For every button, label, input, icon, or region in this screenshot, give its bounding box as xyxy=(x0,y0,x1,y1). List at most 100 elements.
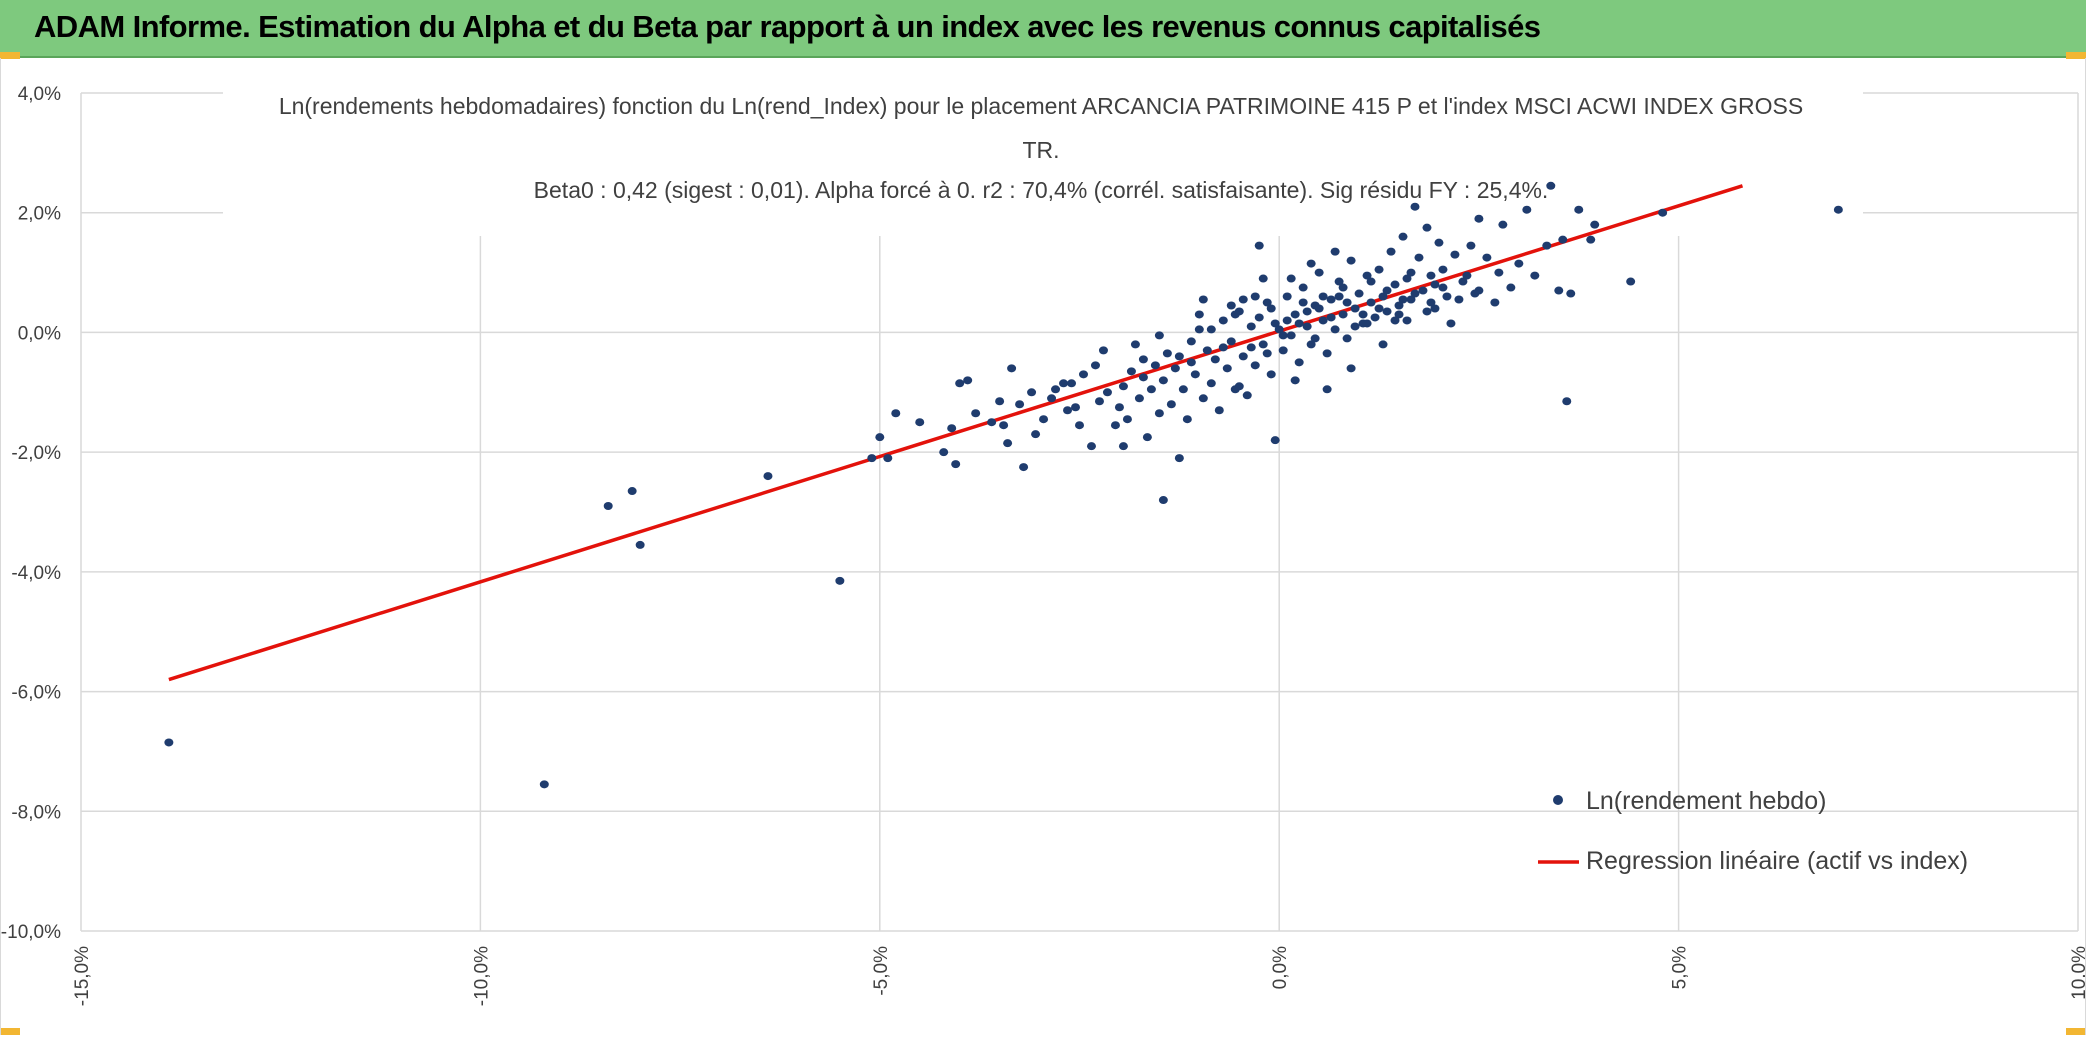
data-point xyxy=(1162,349,1172,358)
data-point xyxy=(1294,358,1304,367)
data-point xyxy=(1314,268,1324,277)
data-point xyxy=(1410,202,1420,211)
data-point xyxy=(1446,319,1456,328)
data-point xyxy=(1218,316,1228,325)
data-point xyxy=(1298,298,1308,307)
data-point xyxy=(1226,337,1236,346)
data-point xyxy=(1234,382,1244,391)
data-point xyxy=(1330,247,1340,256)
data-point xyxy=(627,487,637,496)
data-point xyxy=(999,421,1009,430)
data-point xyxy=(1426,298,1436,307)
data-point xyxy=(1019,463,1029,472)
data-point xyxy=(1134,394,1144,403)
data-point xyxy=(1122,415,1132,424)
data-point xyxy=(1378,292,1388,301)
data-point xyxy=(1178,385,1188,394)
data-point xyxy=(1382,286,1392,295)
data-point xyxy=(1150,361,1160,370)
data-point xyxy=(1374,304,1384,313)
data-point xyxy=(1342,334,1352,343)
data-point xyxy=(971,409,981,418)
regression-line xyxy=(168,184,1744,682)
chart-title-line-1: Ln(rendements hebdomadaires) fonction du… xyxy=(279,93,1803,119)
data-point xyxy=(1450,250,1460,259)
data-point xyxy=(1414,253,1424,262)
chart-title-line-2: TR. xyxy=(1022,137,1059,163)
scatter-points-series xyxy=(164,181,1843,789)
data-point xyxy=(1306,340,1316,349)
data-point xyxy=(1094,397,1104,406)
data-point xyxy=(1462,271,1472,280)
data-point xyxy=(1154,409,1164,418)
chart-legend: Ln(rendement hebdo) Regression linéaire … xyxy=(1538,787,1968,875)
data-point xyxy=(1059,379,1069,388)
data-point xyxy=(1658,208,1668,217)
x-tick-label: -5,0% xyxy=(871,946,892,996)
data-point xyxy=(1542,241,1552,250)
data-point xyxy=(1586,235,1596,244)
data-point xyxy=(1366,277,1376,286)
data-point xyxy=(1015,400,1025,409)
data-point xyxy=(1190,370,1200,379)
y-axis-tick-labels: 4,0% 2,0% 0,0% -2,0% -4,0% -6,0% -8,0% -10,0% xyxy=(1,84,61,943)
data-point xyxy=(1290,310,1300,319)
data-point xyxy=(1398,232,1408,241)
data-point xyxy=(1422,307,1432,316)
data-point xyxy=(1254,313,1264,322)
y-tick-label: 0,0% xyxy=(18,323,61,344)
scatter-chart: 4,0% 2,0% 0,0% -2,0% -4,0% -6,0% -8,0% -10,0% -… xyxy=(1,84,2086,1006)
data-point xyxy=(1214,406,1224,415)
data-point xyxy=(1158,376,1168,385)
data-point xyxy=(1138,373,1148,382)
data-point xyxy=(1494,268,1504,277)
data-point xyxy=(1246,343,1256,352)
data-point xyxy=(1302,307,1312,316)
data-point xyxy=(1438,283,1448,292)
legend-marker-scatter xyxy=(1553,795,1563,805)
data-point xyxy=(603,502,613,511)
x-tick-label: 0,0% xyxy=(1270,946,1291,989)
data-point xyxy=(1406,268,1416,277)
data-point xyxy=(1138,355,1148,364)
data-point xyxy=(1198,295,1208,304)
data-point xyxy=(1278,346,1288,355)
data-point xyxy=(1270,436,1280,445)
data-point xyxy=(1386,247,1396,256)
legend-label-scatter: Ln(rendement hebdo) xyxy=(1586,787,1826,815)
data-point xyxy=(1262,298,1272,307)
data-point xyxy=(1090,361,1100,370)
data-point xyxy=(1470,289,1480,298)
data-point xyxy=(1474,214,1484,223)
data-point xyxy=(835,576,845,585)
data-point xyxy=(891,409,901,418)
chart-title-line-3: Beta0 : 0,42 (sigest : 0,01). Alpha forc… xyxy=(534,177,1549,203)
data-point xyxy=(1170,364,1180,373)
data-point xyxy=(963,376,973,385)
data-point xyxy=(1047,394,1057,403)
data-point xyxy=(1338,283,1348,292)
x-tick-label: 5,0% xyxy=(1670,946,1691,989)
y-tick-label: -4,0% xyxy=(11,563,61,584)
corner-marker-top-right xyxy=(2066,52,2086,59)
data-point xyxy=(1338,310,1348,319)
data-point xyxy=(867,454,877,463)
data-point xyxy=(1310,334,1320,343)
data-point xyxy=(1438,265,1448,274)
data-point xyxy=(1206,325,1216,334)
data-point xyxy=(1326,313,1336,322)
data-point xyxy=(1402,316,1412,325)
y-tick-label: 2,0% xyxy=(18,204,61,225)
data-point xyxy=(1482,253,1492,262)
data-point xyxy=(1346,364,1356,373)
data-point xyxy=(1498,220,1508,229)
data-point xyxy=(1258,340,1268,349)
data-point xyxy=(1202,346,1212,355)
data-point xyxy=(1166,400,1176,409)
data-point xyxy=(995,397,1005,406)
data-point xyxy=(1182,415,1192,424)
data-point xyxy=(1358,310,1368,319)
data-point xyxy=(539,780,549,789)
data-point xyxy=(1318,316,1328,325)
data-point xyxy=(1390,316,1400,325)
